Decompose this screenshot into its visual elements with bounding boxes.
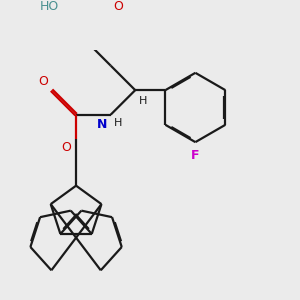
Text: F: F [191,149,200,162]
Text: O: O [113,0,123,14]
Text: N: N [97,118,107,131]
Text: HO: HO [40,0,59,14]
Text: H: H [139,96,147,106]
Text: O: O [38,75,48,88]
Text: O: O [61,141,71,154]
Text: H: H [114,118,122,128]
